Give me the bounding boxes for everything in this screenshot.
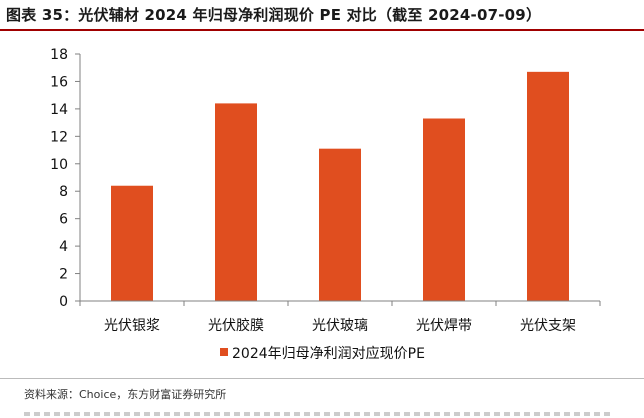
title-divider (0, 29, 644, 31)
y-tick-label: 0 (59, 294, 68, 310)
bar (215, 103, 257, 302)
bar (527, 71, 569, 301)
y-tick-label: 6 (59, 212, 68, 228)
legend: 2024年归母净利润对应现价PE (220, 345, 425, 362)
bar (423, 118, 465, 301)
x-axis: 光伏银浆 光伏胶膜 光伏玻璃 光伏焊带 光伏支架 (79, 300, 601, 334)
cut-off-text-line (0, 410, 644, 418)
x-category-label: 光伏焊带 (416, 318, 472, 334)
legend-swatch (220, 348, 228, 356)
y-axis: 0 2 4 6 8 10 12 14 16 18 (50, 47, 81, 310)
y-tick-label: 4 (59, 239, 68, 255)
bar (111, 185, 153, 301)
y-tick-label: 18 (50, 47, 68, 63)
y-tick-label: 8 (59, 184, 68, 200)
y-tick-label: 16 (50, 74, 68, 90)
x-category-label: 光伏支架 (520, 318, 576, 334)
y-tick-label: 12 (50, 129, 68, 145)
bar (319, 148, 361, 301)
y-tick-label: 10 (50, 157, 68, 173)
legend-label: 2024年归母净利润对应现价PE (232, 345, 425, 362)
chart-title: 图表 35：光伏辅材 2024 年归母净利润现价 PE 对比（截至 2024-0… (6, 6, 542, 24)
source-divider (0, 378, 644, 379)
bars-group (111, 71, 569, 302)
x-category-label: 光伏胶膜 (208, 317, 264, 334)
x-category-label: 光伏玻璃 (312, 317, 368, 334)
x-category-label: 光伏银浆 (104, 318, 160, 334)
y-tick-label: 2 (59, 267, 68, 283)
source-note: 资料来源：Choice，东方财富证券研究所 (24, 388, 227, 401)
y-tick-label: 14 (50, 102, 68, 118)
